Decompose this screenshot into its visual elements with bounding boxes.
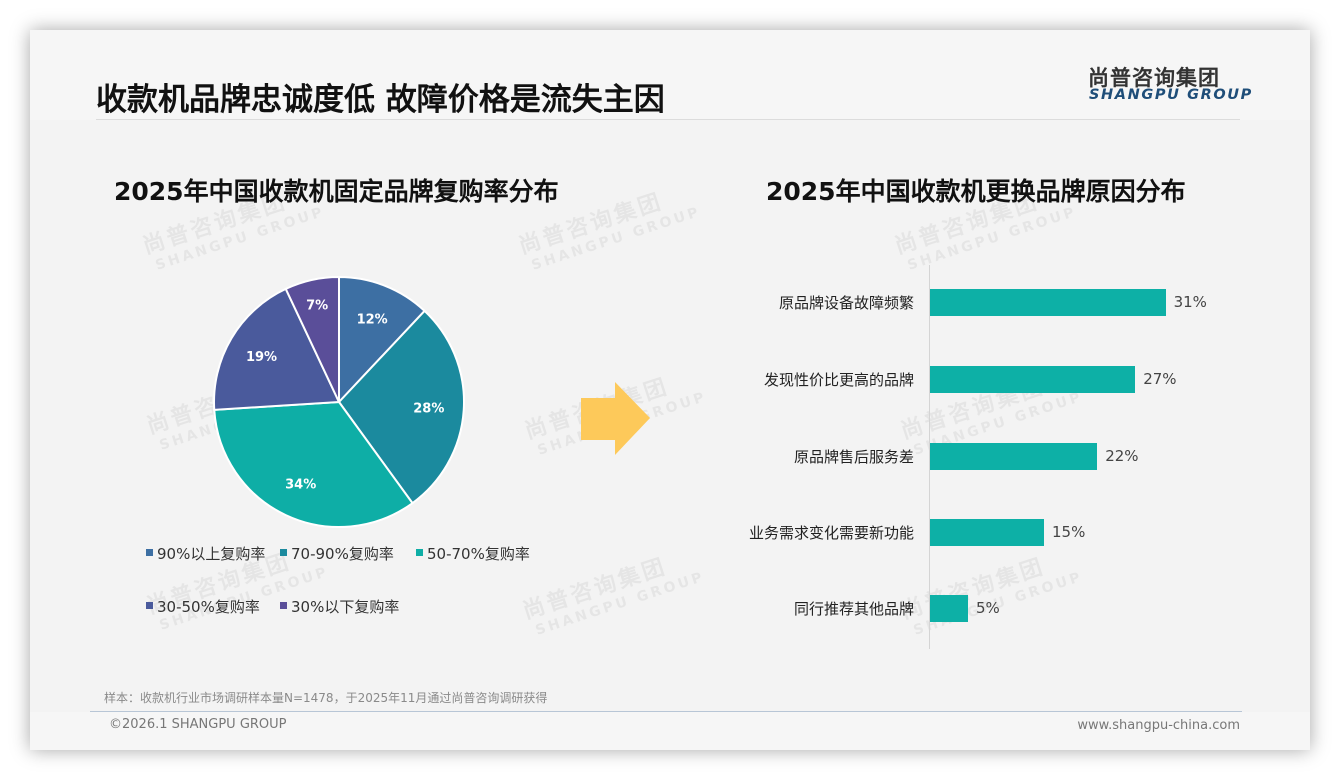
pie-slice	[337, 309, 465, 505]
footer-band	[30, 712, 1310, 750]
bar	[930, 519, 1044, 546]
pie-slice-label: 34%	[285, 477, 316, 492]
legend-swatch	[280, 549, 287, 556]
legend-swatch	[280, 602, 287, 609]
pie-chart-title: 2025年中国收款机固定品牌复购率分布	[114, 177, 559, 206]
bar-chart-title: 2025年中国收款机更换品牌原因分布	[766, 177, 1186, 206]
legend-swatch	[146, 602, 153, 609]
pie-slice	[284, 275, 340, 403]
pie-slice-label: 19%	[246, 350, 277, 365]
bar-value: 5%	[976, 599, 1000, 617]
legend-item: 30%以下复购率	[280, 596, 399, 617]
bar-label: 原品牌设备故障频繁	[778, 294, 914, 312]
sample-note: 样本：收款机行业市场调研样本量N=1478，于2025年11月通过尚普咨询调研获…	[104, 691, 548, 705]
page-title: 收款机品牌忠诚度低 故障价格是流失主因	[96, 82, 665, 118]
bar	[930, 289, 1166, 316]
footer-divider	[90, 711, 1242, 712]
pie-slice	[338, 275, 426, 405]
bar-label: 业务需求变化需要新功能	[748, 524, 914, 542]
bar-value: 31%	[1173, 293, 1207, 311]
legend-item: 50-70%复购率	[416, 543, 530, 564]
bar-label: 发现性价比更高的品牌	[763, 371, 914, 389]
bar-label: 原品牌售后服务差	[793, 448, 914, 466]
pie-chart: 12% 28% 34% 19% 7%	[213, 275, 465, 528]
legend-item: 70-90%复购率	[280, 543, 394, 564]
pie-slice-label: 28%	[413, 402, 444, 417]
logo-chinese: 尚普咨询集团	[1088, 66, 1220, 90]
bar-label: 同行推荐其他品牌	[793, 600, 914, 618]
right-arrow-icon	[581, 382, 650, 455]
legend-swatch	[146, 549, 153, 556]
pie-slice-label: 7%	[306, 298, 328, 313]
bar	[930, 595, 968, 622]
pie-slice-label: 12%	[357, 312, 388, 327]
legend-swatch	[416, 549, 423, 556]
legend-item: 90%以上复购率	[146, 543, 265, 564]
bar-chart-axis	[929, 265, 930, 649]
pie-slice	[213, 400, 414, 528]
slide: 尚普咨询集团 SHANGPU GROUP 尚普咨询集团 SHANGPU GROUP 尚普…	[30, 30, 1310, 750]
header-band	[30, 30, 1310, 120]
bar	[930, 443, 1098, 470]
pie-slice	[213, 287, 341, 411]
website-link[interactable]: www.shangpu-china.com	[1077, 718, 1240, 733]
bar-value: 27%	[1143, 370, 1177, 388]
logo-english: SHANGPU GROUP	[1089, 87, 1253, 103]
copyright: ©2026.1 SHANGPU GROUP	[109, 717, 287, 732]
legend-item: 30-50%复购率	[146, 596, 260, 617]
bar-value: 22%	[1105, 447, 1139, 465]
title-divider	[96, 119, 1240, 120]
bar-value: 15%	[1052, 523, 1086, 541]
bar	[930, 366, 1136, 393]
